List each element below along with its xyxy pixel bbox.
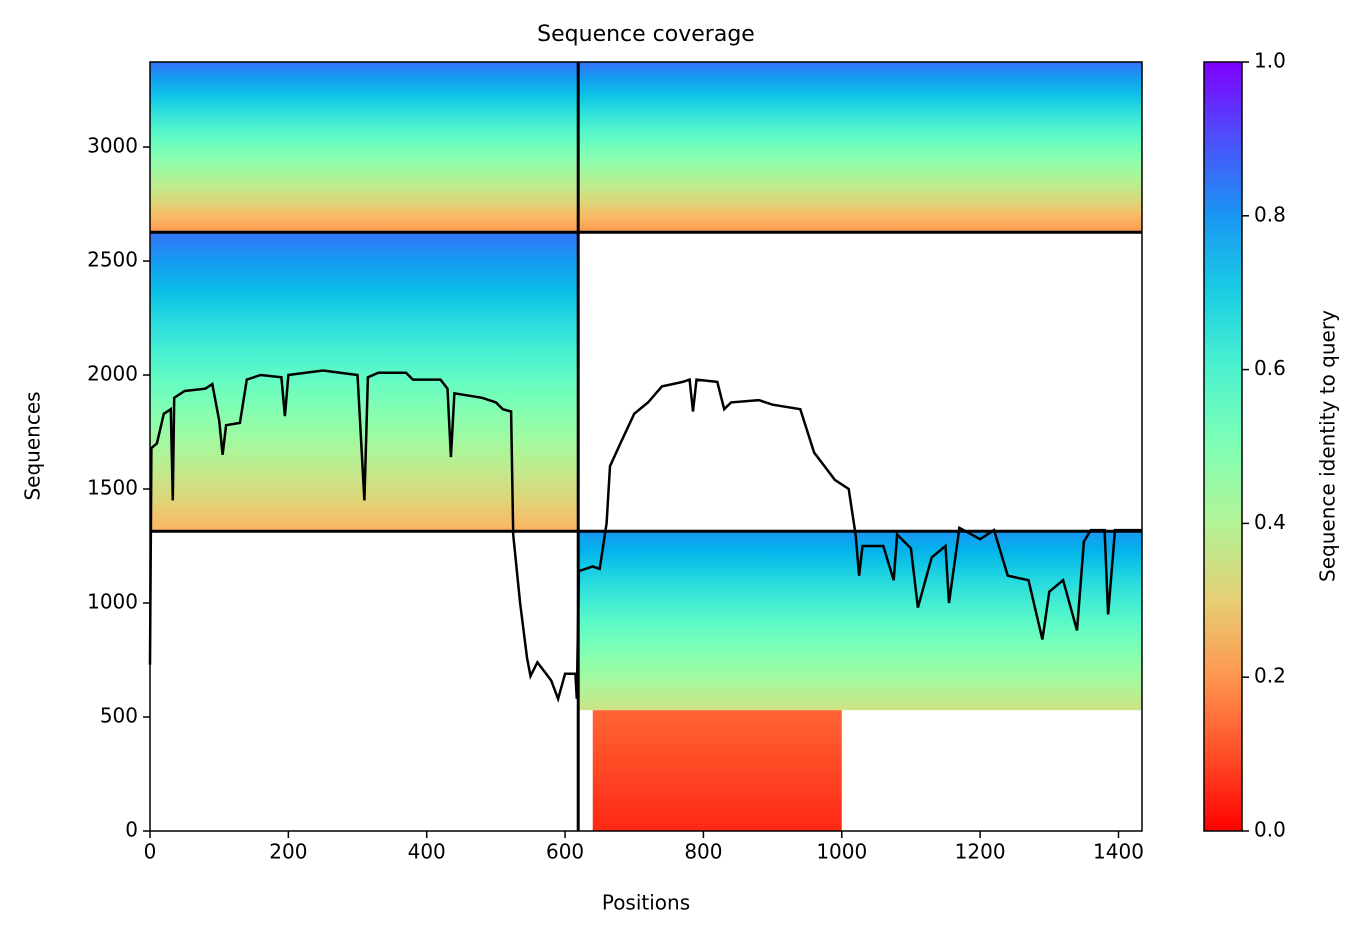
plot-frame bbox=[149, 61, 1143, 832]
y-tick-label: 1000 bbox=[87, 590, 138, 614]
identity-region bbox=[150, 62, 579, 233]
colorbar-tick-label: 0.6 bbox=[1254, 356, 1286, 380]
x-tick-label: 800 bbox=[684, 840, 722, 864]
identity-region bbox=[578, 62, 1142, 233]
x-tick-label: 1000 bbox=[816, 840, 867, 864]
x-tick-label: 400 bbox=[408, 840, 446, 864]
colorbar bbox=[1203, 61, 1243, 832]
x-tick-label: 200 bbox=[269, 840, 307, 864]
y-tick-label: 500 bbox=[100, 704, 138, 728]
colorbar-tick-label: 0.0 bbox=[1254, 818, 1286, 842]
colorbar-tick-label: 0.2 bbox=[1254, 664, 1286, 688]
coverage-line bbox=[148, 369, 1142, 703]
y-tick-label: 0 bbox=[125, 818, 138, 842]
colorbar-label: Sequence identity to query bbox=[1316, 310, 1340, 582]
y-tick-label: 2000 bbox=[87, 362, 138, 386]
x-tick-label: 600 bbox=[546, 840, 584, 864]
colorbar-tick-label: 0.4 bbox=[1254, 510, 1286, 534]
x-tick-label: 0 bbox=[144, 840, 157, 864]
y-tick-label: 1500 bbox=[87, 476, 138, 500]
y-tick-label: 2500 bbox=[87, 248, 138, 272]
x-axis-label: Positions bbox=[602, 891, 690, 915]
colorbar-tick-label: 1.0 bbox=[1254, 49, 1286, 73]
y-tick-label: 3000 bbox=[87, 134, 138, 158]
y-axis-label: Sequences bbox=[21, 391, 45, 500]
identity-region bbox=[592, 710, 842, 831]
colorbar-tick-label: 0.8 bbox=[1254, 202, 1286, 226]
x-tick-label: 1400 bbox=[1093, 840, 1144, 864]
x-tick-label: 1200 bbox=[955, 840, 1006, 864]
chart-title: Sequence coverage bbox=[537, 22, 755, 47]
